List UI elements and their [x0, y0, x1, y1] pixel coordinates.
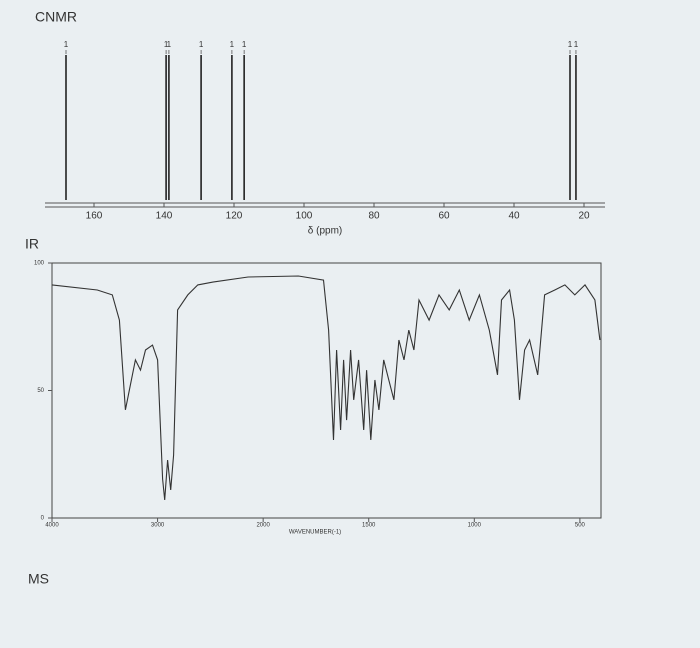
peak-label: 1 — [199, 40, 204, 49]
x-tick-label: 20 — [578, 211, 590, 222]
peak-label: 1 — [568, 40, 573, 49]
peak-label: 1 — [230, 40, 235, 49]
ir-title: IR — [25, 236, 39, 252]
peak-label: 1 — [242, 40, 247, 49]
x-axis-label: WAVENUMBER(-1) — [289, 530, 341, 536]
x-tick-label: 1500 — [362, 523, 376, 529]
x-tick-label: 60 — [438, 211, 450, 222]
x-tick-label: 2000 — [256, 523, 270, 529]
x-tick-label: 4000 — [45, 523, 59, 529]
x-tick-label: 80 — [368, 211, 380, 222]
ms-title: MS — [28, 571, 49, 587]
y-tick-label: 50 — [37, 388, 44, 394]
spectrum-line — [51, 275, 601, 500]
peak-label: 1 — [164, 40, 169, 49]
y-tick-label: 100 — [34, 261, 45, 267]
x-tick-label: 1000 — [468, 523, 482, 529]
x-tick-label: 160 — [86, 211, 103, 222]
x-tick-label: 120 — [226, 211, 243, 222]
x-axis-label: δ (ppm) — [308, 226, 342, 237]
y-tick-label: 0 — [41, 516, 45, 522]
x-tick-label: 140 — [156, 211, 173, 222]
cnmr-title: CNMR — [35, 9, 77, 25]
peak-label: 1 — [574, 40, 579, 49]
peak-label: 1 — [64, 40, 69, 49]
x-tick-label: 3000 — [151, 523, 165, 529]
x-tick-label: 100 — [296, 211, 313, 222]
x-tick-label: 500 — [575, 523, 586, 529]
peak-label: 1 — [167, 40, 172, 49]
x-tick-label: 40 — [508, 211, 520, 222]
